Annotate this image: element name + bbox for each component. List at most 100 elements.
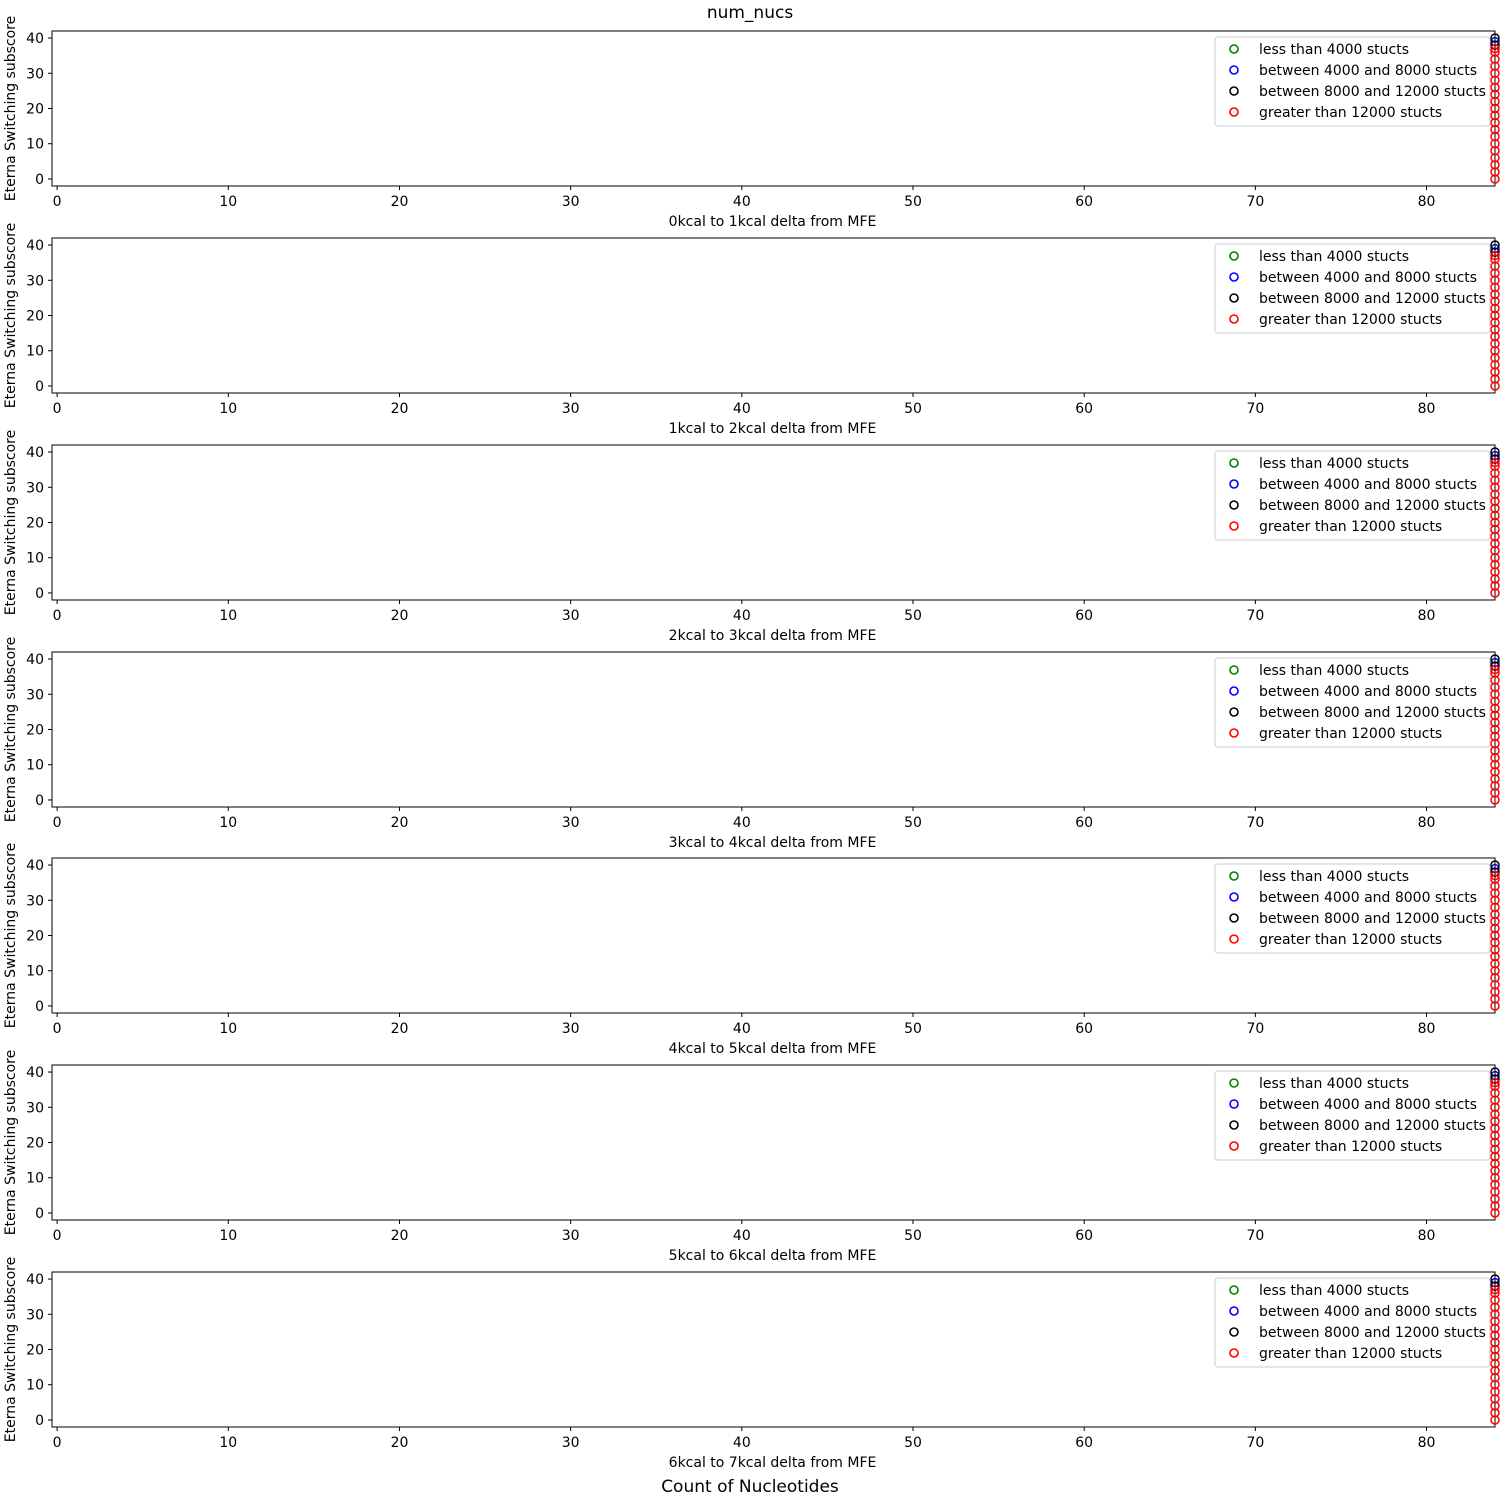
x-tick-label: 80 — [1418, 608, 1436, 624]
legend-marker — [1229, 892, 1239, 902]
x-tick-label: 20 — [391, 1435, 409, 1451]
x-tick-label: 0 — [53, 1021, 62, 1037]
scatter-point — [1490, 1067, 1500, 1077]
legend-label: between 4000 and 8000 stucts — [1259, 477, 1477, 493]
legend-label: less than 4000 stucts — [1259, 869, 1409, 885]
scatter-point — [1490, 937, 1500, 948]
x-tick-label: 40 — [733, 1228, 751, 1244]
scatter-point — [1490, 454, 1500, 464]
x-tick-label: 60 — [1075, 1021, 1093, 1037]
scatter-point — [1490, 902, 1500, 913]
x-tick-label: 40 — [733, 608, 751, 624]
y-axis-label: Eterna Switching subscore — [3, 1050, 19, 1235]
scatter-point — [1490, 965, 1500, 976]
scatter-point — [1490, 331, 1500, 342]
scatter-point — [1490, 1187, 1500, 1197]
x-tick-label: 10 — [219, 401, 237, 417]
scatter-point — [1490, 567, 1500, 577]
legend-label: less than 4000 stucts — [1259, 663, 1409, 679]
scatter-point — [1490, 973, 1500, 983]
scatter-point — [1490, 1337, 1500, 1348]
scatter-point — [1490, 1165, 1500, 1176]
x-tick-label: 20 — [391, 401, 409, 417]
scatter-point — [1490, 381, 1500, 391]
scatter-point — [1490, 767, 1500, 777]
y-tick-label: 0 — [35, 172, 44, 188]
x-tick-label: 10 — [219, 815, 237, 831]
scatter-point — [1490, 317, 1500, 328]
y-tick-label: 20 — [26, 309, 44, 325]
y-tick-label: 20 — [26, 1136, 44, 1152]
scatter-point — [1490, 1123, 1500, 1134]
x-tick-label: 70 — [1246, 815, 1264, 831]
legend-label: less than 4000 stucts — [1259, 1283, 1409, 1299]
scatter-point — [1490, 958, 1500, 969]
scatter-point — [1490, 475, 1500, 485]
legend-label: between 8000 and 12000 stucts — [1259, 291, 1486, 307]
scatter-point — [1490, 1102, 1500, 1113]
scatter-point — [1490, 1095, 1500, 1105]
scatter-point — [1490, 1415, 1500, 1425]
scatter-point — [1490, 468, 1500, 478]
scatter-point — [1490, 1365, 1500, 1376]
scatter-point — [1490, 1274, 1500, 1284]
legend-marker — [1229, 1078, 1239, 1088]
scatter-point — [1490, 888, 1500, 898]
scatter-point — [1490, 503, 1500, 514]
x-tick-label: 60 — [1075, 401, 1093, 417]
legend-marker — [1229, 65, 1239, 75]
x-tick-label: 80 — [1418, 194, 1436, 210]
scatter-point — [1490, 1180, 1500, 1190]
x-tick-label: 50 — [904, 815, 922, 831]
x-tick-label: 20 — [391, 1228, 409, 1244]
scatter-point — [1490, 250, 1500, 261]
scatter-point — [1490, 1344, 1500, 1355]
scatter-point — [1490, 710, 1500, 721]
y-axis-label: Eterna Switching subscore — [3, 1257, 19, 1442]
y-tick-label: 10 — [26, 964, 44, 980]
scatter-point — [1490, 689, 1500, 700]
y-axis-label: Eterna Switching subscore — [3, 843, 19, 1028]
scatter-point — [1490, 994, 1500, 1004]
legend-marker — [1229, 1141, 1239, 1151]
scatter-point — [1490, 247, 1500, 257]
x-tick-label: 50 — [904, 608, 922, 624]
legend-label: between 4000 and 8000 stucts — [1259, 1304, 1477, 1320]
x-tick-label: 70 — [1246, 608, 1264, 624]
x-tick-label: 0 — [53, 815, 62, 831]
legend-label: between 8000 and 12000 stucts — [1259, 84, 1486, 100]
y-tick-label: 40 — [26, 1272, 44, 1288]
scatter-point — [1490, 1387, 1500, 1397]
scatter-point — [1490, 1194, 1500, 1204]
legend-box — [1214, 36, 1491, 127]
scatter-point — [1490, 243, 1500, 254]
legend-marker — [1229, 913, 1239, 923]
scatter-point — [1490, 367, 1500, 377]
scatter-point — [1490, 909, 1500, 920]
scatter-point — [1490, 703, 1500, 714]
scatter-point — [1490, 447, 1500, 457]
scatter-point — [1490, 374, 1500, 384]
scatter-point — [1490, 496, 1500, 507]
subplot: 0 10 20 30 40 50 60 70 80 0 10 20 30 40 4kcal to 5kcal… — [3, 843, 1500, 1057]
scatter-point — [1490, 774, 1500, 784]
scatter-point — [1490, 1088, 1500, 1098]
scatter-point — [1490, 1144, 1500, 1155]
scatter-point — [1490, 96, 1500, 107]
scatter-point — [1490, 310, 1500, 321]
legend-label: between 8000 and 12000 stucts — [1259, 1325, 1486, 1341]
scatter-point — [1490, 517, 1500, 528]
scatter-point — [1490, 1351, 1500, 1362]
scatter-point — [1490, 33, 1500, 43]
x-tick-label: 60 — [1075, 1228, 1093, 1244]
x-tick-label: 50 — [904, 1021, 922, 1037]
scatter-point — [1490, 489, 1500, 500]
scatter-point — [1490, 538, 1500, 549]
legend-marker — [1229, 107, 1239, 117]
x-tick-label: 30 — [562, 401, 580, 417]
legend-marker — [1229, 707, 1239, 717]
scatter-point — [1490, 1281, 1500, 1291]
scatter-point — [1490, 980, 1500, 990]
x-tick-label: 50 — [904, 194, 922, 210]
scatter-point — [1490, 1394, 1500, 1404]
